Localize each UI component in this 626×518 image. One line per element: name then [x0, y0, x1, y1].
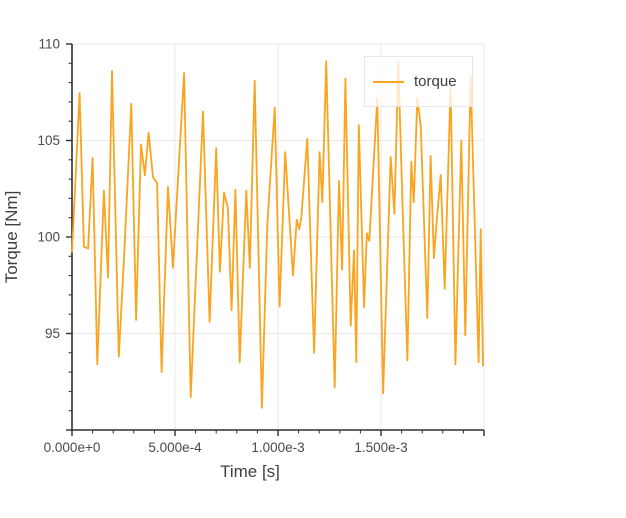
x-tick-label: 5.000e-4	[148, 440, 202, 455]
x-axis-title: Time [s]	[220, 462, 280, 481]
legend-box: torque	[364, 56, 473, 107]
legend-label: torque	[414, 73, 457, 90]
y-tick-label: 95	[45, 326, 60, 341]
y-tick-label: 110	[38, 37, 60, 52]
y-axis-title: Torque [Nm]	[2, 190, 21, 284]
x-tick-label: 1.500e-3	[354, 440, 407, 455]
x-tick-label: 0.000e+0	[44, 440, 101, 455]
legend-line-sample	[373, 80, 404, 83]
torque-trace	[71, 60, 484, 409]
legend-entry-torque[interactable]: torque	[365, 73, 457, 90]
y-tick-label: 105	[37, 133, 60, 148]
y-tick-label: 100	[37, 230, 60, 245]
x-tick-label: 1.000e-3	[251, 440, 304, 455]
